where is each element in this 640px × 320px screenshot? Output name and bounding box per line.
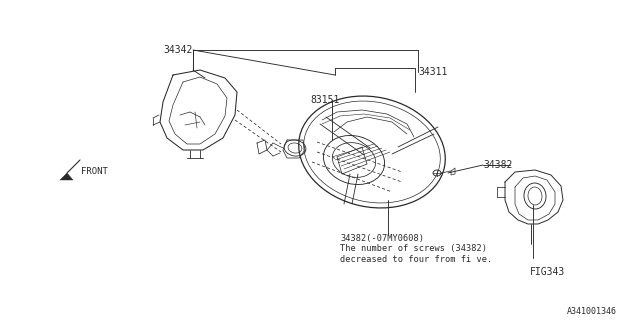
Text: A341001346: A341001346 bbox=[567, 308, 617, 316]
Text: 34382(-07MY0608): 34382(-07MY0608) bbox=[340, 234, 424, 243]
Text: The number of screws (34382): The number of screws (34382) bbox=[340, 244, 487, 253]
Text: 34342: 34342 bbox=[163, 45, 193, 55]
Polygon shape bbox=[60, 173, 73, 180]
Text: 83151: 83151 bbox=[310, 95, 339, 105]
Text: 34311: 34311 bbox=[418, 67, 447, 77]
Text: 34382: 34382 bbox=[483, 160, 513, 170]
Text: FRONT: FRONT bbox=[81, 166, 108, 175]
Text: decreased to four from fi ve.: decreased to four from fi ve. bbox=[340, 255, 492, 265]
Text: FIG343: FIG343 bbox=[530, 267, 565, 277]
